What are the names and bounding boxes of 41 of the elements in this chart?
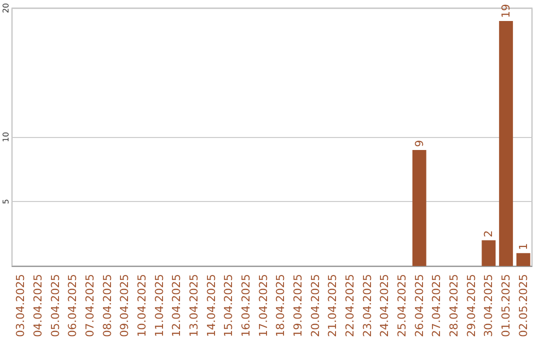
x-tick-label: 11.04.2025 <box>152 274 166 338</box>
x-tick-label: 26.04.2025 <box>412 274 426 338</box>
x-tick-label: 10.04.2025 <box>136 274 148 338</box>
x-tick-label: 04.04.2025 <box>32 274 44 338</box>
x-tick-label: 16.04.2025 <box>240 274 252 338</box>
x-tick-label: 19.04.2025 <box>292 274 304 338</box>
x-tick-label: 05.04.2025 <box>48 274 62 338</box>
x-tick-label: 06.04.2025 <box>66 274 80 338</box>
x-tick-label: 02.05.2025 <box>516 274 530 338</box>
y-tick-label: 5 <box>2 198 10 204</box>
x-tick-label: 18.04.2025 <box>274 274 288 338</box>
x-tick-label: 09.04.2025 <box>118 274 132 338</box>
x-tick-label: 13.04.2025 <box>188 274 200 338</box>
x-tick-label: 20.04.2025 <box>308 274 322 338</box>
y-tick-label: 20 <box>2 2 10 14</box>
x-tick-label: 27.04.2025 <box>430 274 444 338</box>
x-tick-label: 23.04.2025 <box>360 274 374 338</box>
data-label: 9 <box>412 140 426 147</box>
x-tick-label: 30.04.2025 <box>482 274 496 338</box>
x-tick-label: 07.04.2025 <box>84 274 96 338</box>
bar <box>516 253 530 266</box>
x-tick-label: 08.04.2025 <box>100 274 114 338</box>
x-tick-label: 12.04.2025 <box>170 274 184 338</box>
data-label: 19 <box>500 4 512 18</box>
x-tick-label: 14.04.2025 <box>204 274 218 338</box>
x-tick-label: 22.04.2025 <box>344 274 356 338</box>
y-tick-label: 10 <box>2 132 10 142</box>
x-tick-label: 25.04.2025 <box>396 274 408 338</box>
x-tick-label: 29.04.2025 <box>464 274 478 338</box>
x-tick-label: 17.04.2025 <box>256 274 270 338</box>
x-tick-label: 24.04.2025 <box>378 274 392 338</box>
bar <box>412 150 426 266</box>
x-tick-label: 01.05.2025 <box>500 274 512 338</box>
bar <box>499 20 513 266</box>
x-tick-label: 21.04.2025 <box>326 274 340 338</box>
x-tick-label: 03.04.2025 <box>14 274 28 338</box>
bar <box>482 240 496 266</box>
data-label: 1 <box>516 243 530 250</box>
x-tick-label: 28.04.2025 <box>448 274 460 338</box>
data-label: 2 <box>482 230 496 238</box>
x-tick-label: 15.04.2025 <box>222 274 236 338</box>
